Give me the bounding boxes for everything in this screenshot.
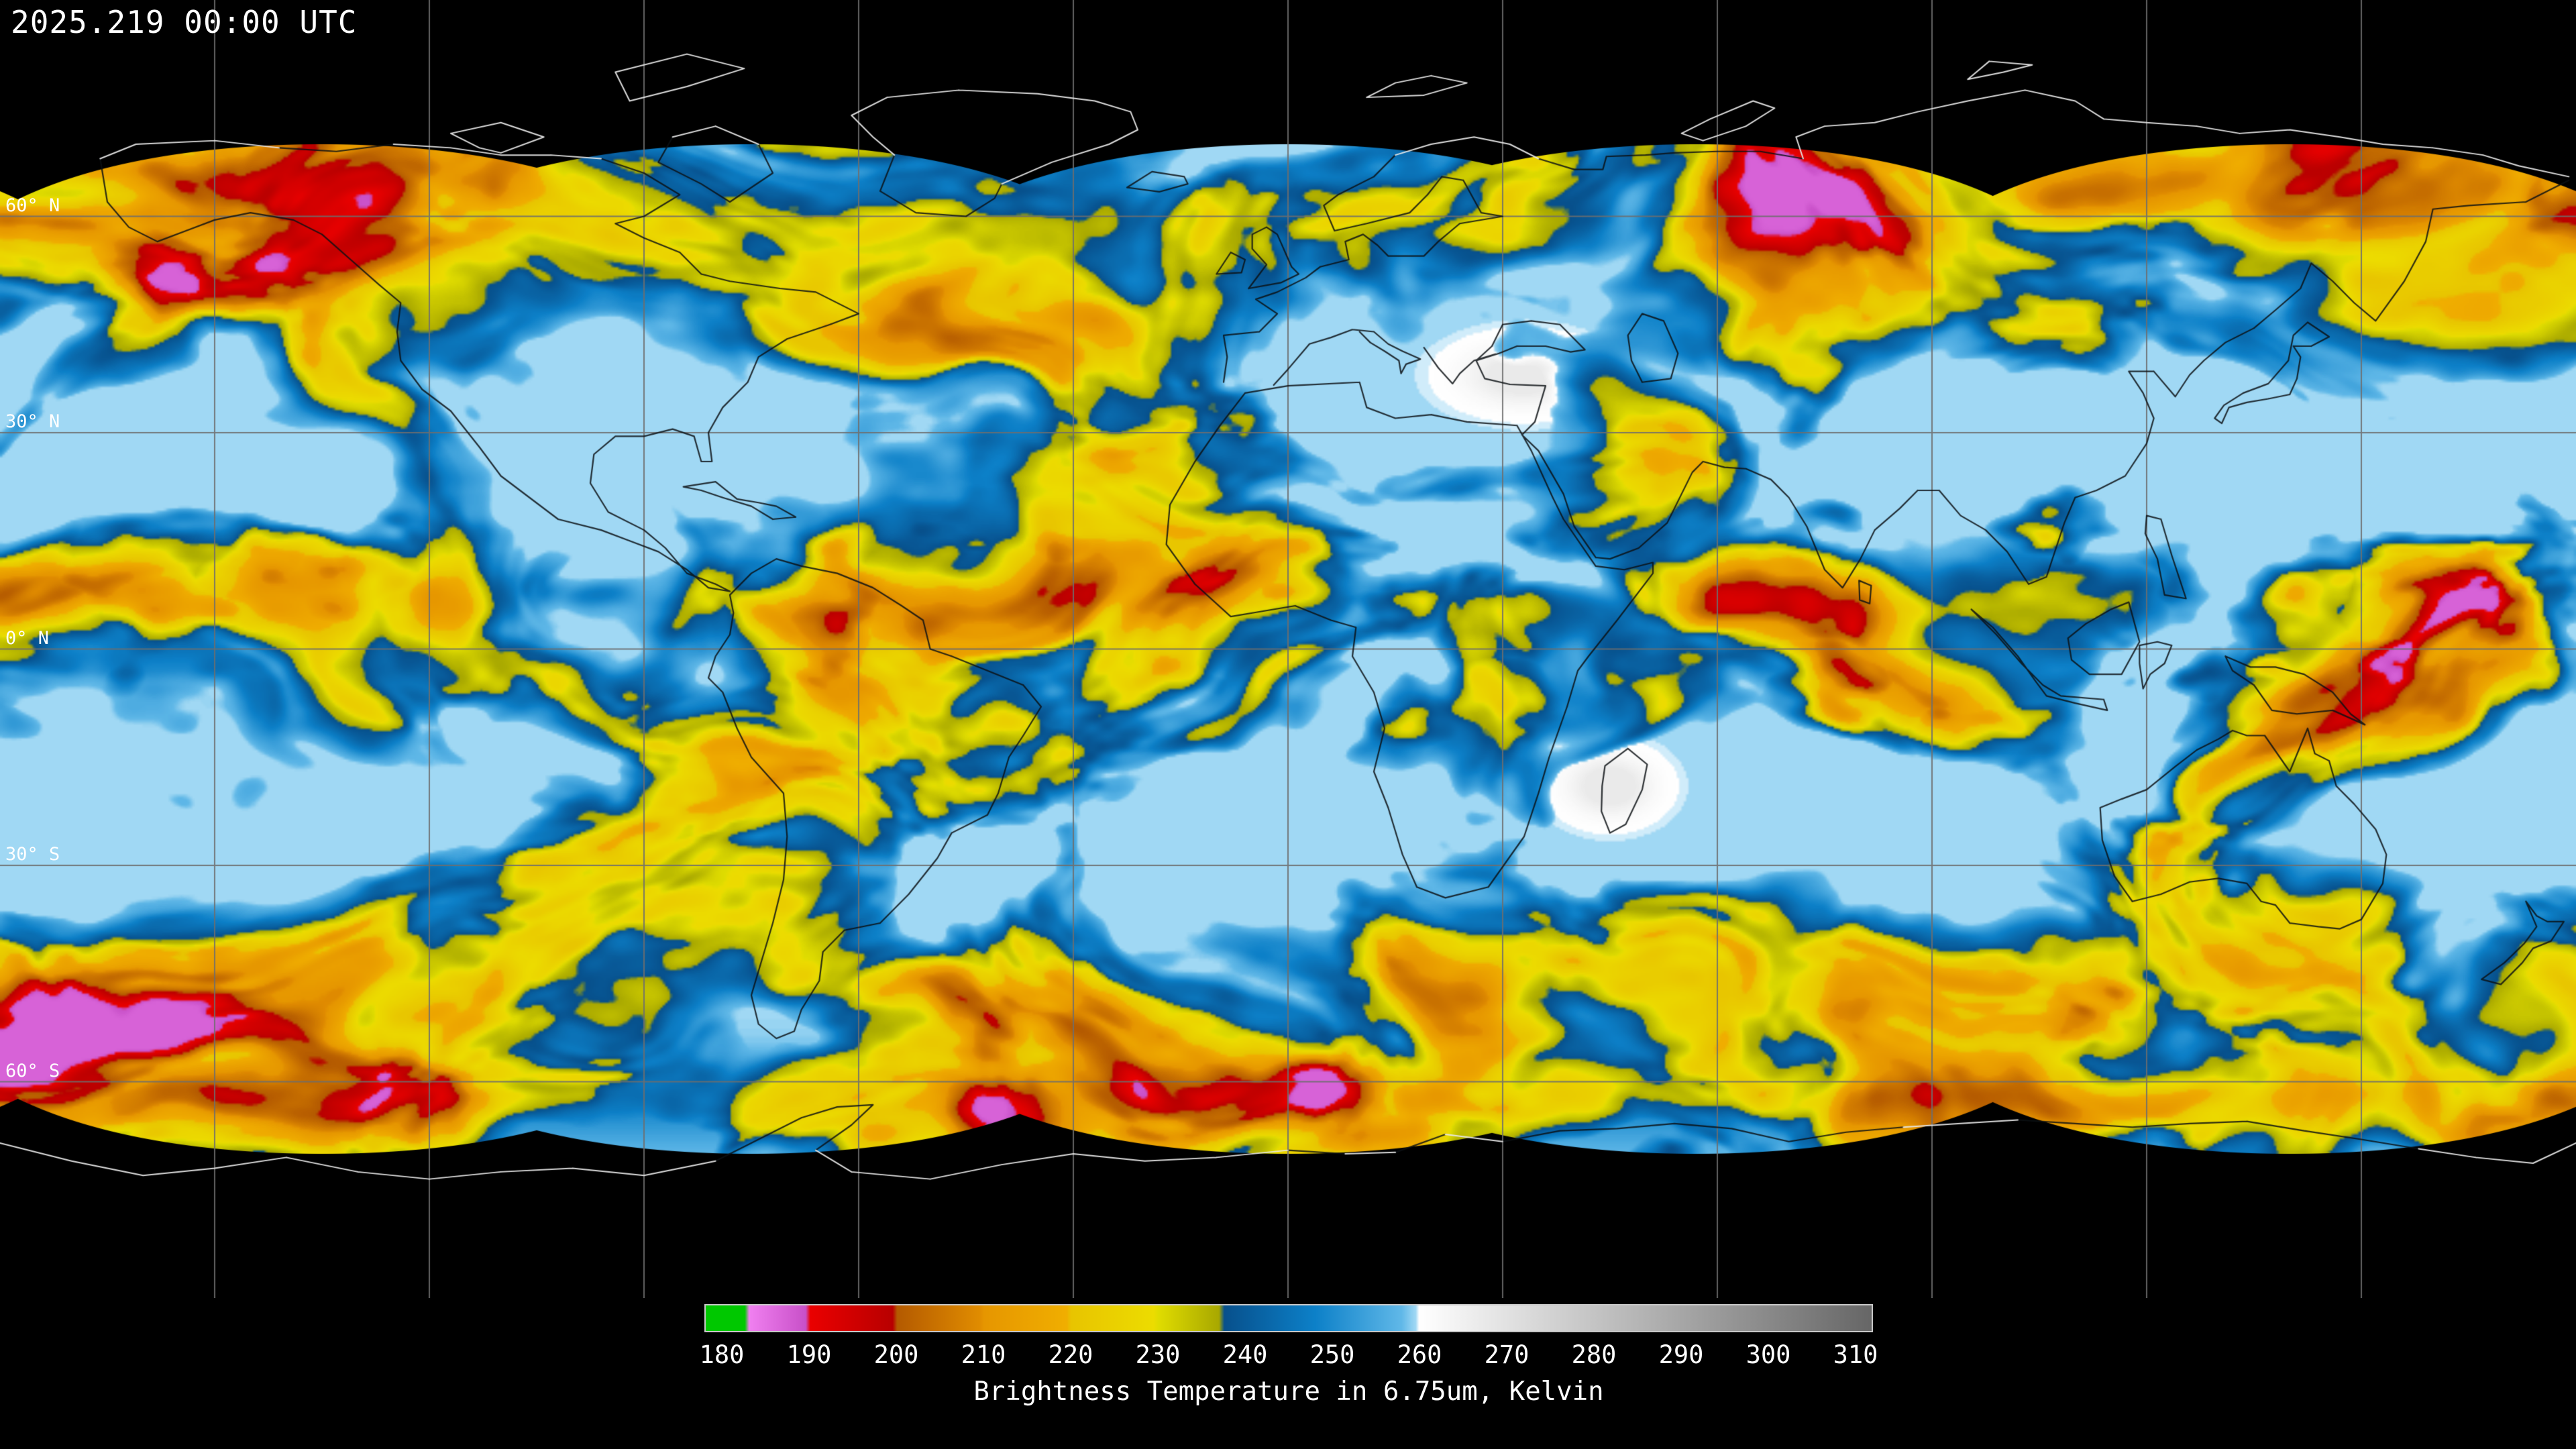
colorbar-gradient <box>704 1304 1873 1332</box>
colorbar-tick-label: 290 <box>1658 1340 1704 1369</box>
colorbar-tick-label: 200 <box>873 1340 919 1369</box>
colorbar-tick-label: 270 <box>1484 1340 1529 1369</box>
latitude-label: 60° N <box>5 195 60 216</box>
colorbar-tick-label: 240 <box>1222 1340 1268 1369</box>
colorbar-tick-label: 210 <box>961 1340 1006 1369</box>
colorbar-tick-label: 280 <box>1571 1340 1617 1369</box>
colorbar-tick-label: 220 <box>1048 1340 1093 1369</box>
colorbar-ticks: 180 190 200 210 220 230 240 250 260 270 280 290 300 3… <box>700 1340 1878 1371</box>
latitude-label: 30° S <box>5 844 60 865</box>
latitude-label: 0° N <box>5 627 50 649</box>
timestamp: 2025.219 00:00 UTC <box>11 4 358 40</box>
latitude-label: 30° N <box>5 411 60 432</box>
colorbar-tick-label: 180 <box>699 1340 745 1369</box>
colorbar-caption: Brightness Temperature in 6.75um, Kelvin <box>973 1377 1604 1407</box>
satellite-map-canvas <box>0 0 2576 1298</box>
colorbar-tick-label: 250 <box>1309 1340 1355 1369</box>
colorbar-tick-label: 300 <box>1746 1340 1791 1369</box>
latitude-label: 60° S <box>5 1060 60 1081</box>
colorbar-tick-label: 230 <box>1135 1340 1181 1369</box>
colorbar-tick-label: 190 <box>786 1340 832 1369</box>
colorbar-tick-label: 260 <box>1397 1340 1442 1369</box>
colorbar-tick-label: 310 <box>1833 1340 1878 1369</box>
